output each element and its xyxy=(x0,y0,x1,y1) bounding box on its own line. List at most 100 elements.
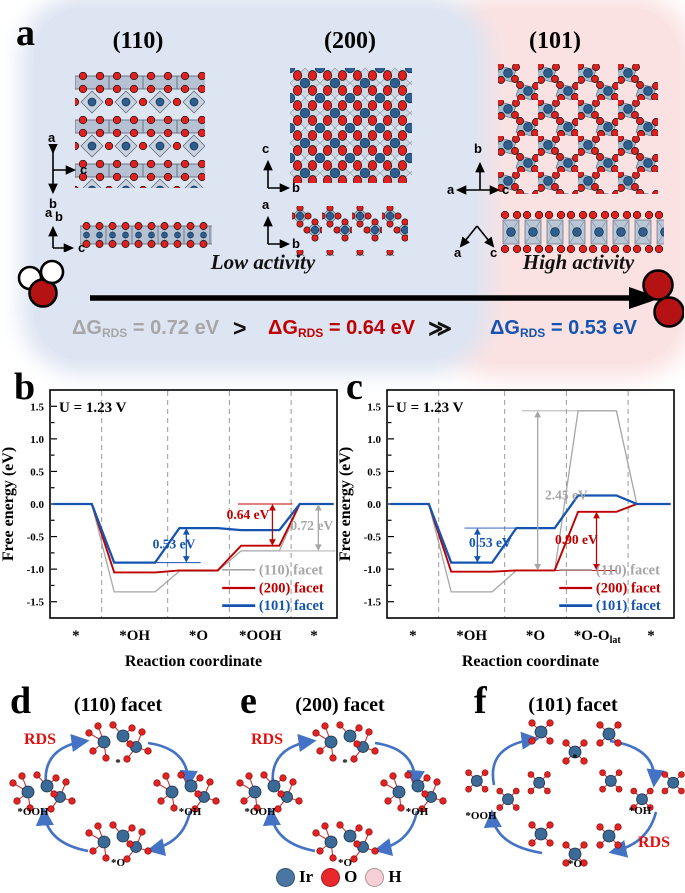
svg-text:*OH: *OH xyxy=(119,628,150,644)
svg-text:1.5: 1.5 xyxy=(367,401,381,413)
dg-rds-200-value: ΔGRDS = 0.64 eV xyxy=(268,317,416,340)
oxygen-molecule xyxy=(642,269,684,328)
ir-atom-label: Ir xyxy=(299,867,314,886)
facet-title-101: (101) xyxy=(529,28,581,54)
svg-text:U = 1.23 V: U = 1.23 V xyxy=(59,400,127,416)
axis-letter-a: a xyxy=(45,205,53,220)
svg-text:0.90 eV: 0.90 eV xyxy=(555,532,598,547)
rds-label-110: RDS xyxy=(23,731,56,748)
cycle-title-200: (200) facet xyxy=(295,694,385,716)
free-energy-diagram-lom: -1.5 -1.0 -0.5 0.0 0.5 1.0 1.5 0.53 eV 2.45 eV 0.… xyxy=(337,389,675,670)
axis-letter-b: b xyxy=(292,180,300,195)
species-label-oh: *OH xyxy=(178,806,202,818)
ir-atom-swatch xyxy=(276,867,295,887)
axis-letter-b: b xyxy=(55,209,63,224)
axis-letter-a: a xyxy=(262,197,270,212)
water-molecule xyxy=(17,259,65,308)
svg-text:Reaction coordinate: Reaction coordinate xyxy=(462,653,599,670)
svg-text:0.0: 0.0 xyxy=(30,499,44,511)
activity-trend-arrow xyxy=(90,287,661,309)
high-activity-label: High activity xyxy=(522,250,635,274)
svg-text:*: * xyxy=(409,628,417,644)
svg-text:1.0: 1.0 xyxy=(367,434,381,446)
svg-text:-1.5: -1.5 xyxy=(364,597,382,609)
cycle-diagram-200 xyxy=(236,721,447,863)
svg-text:0.53 eV: 0.53 eV xyxy=(469,535,512,550)
panel-label-a: a xyxy=(16,12,35,54)
species-label-o: *O xyxy=(110,857,126,869)
svg-text:Reaction coordinate: Reaction coordinate xyxy=(125,653,262,670)
svg-text:*: * xyxy=(647,628,655,644)
svg-text:(200) facet: (200) facet xyxy=(259,581,324,597)
rds-label-200: RDS xyxy=(250,731,283,748)
crystal-101-side-view xyxy=(500,208,664,254)
axes-110-top-arrows xyxy=(48,144,77,195)
axes-101-top-arrows xyxy=(455,161,501,195)
panel-label-c: c xyxy=(346,366,363,408)
svg-text:U = 1.23 V: U = 1.23 V xyxy=(396,400,464,416)
low-activity-label: Low activity xyxy=(210,250,316,274)
svg-text:2.45 eV: 2.45 eV xyxy=(545,488,588,503)
cycle-diagram-110 xyxy=(9,721,220,863)
panel-label-f: f xyxy=(474,680,487,722)
svg-text:*OOH: *OOH xyxy=(239,628,282,644)
cycle-title-110: (110) facet xyxy=(73,694,163,716)
rds-label-101: RDS xyxy=(637,834,670,851)
axis-letter-a: a xyxy=(447,182,455,197)
axis-letter-c: c xyxy=(80,162,88,177)
svg-text:*O-Olat: *O-Olat xyxy=(574,628,622,646)
svg-text:Free energy (eV): Free energy (eV) xyxy=(337,447,354,561)
h-atom-label: H xyxy=(388,867,402,886)
species-label-oh: *OH xyxy=(405,806,429,818)
svg-text:0.5: 0.5 xyxy=(30,466,44,478)
axis-letter-c: c xyxy=(502,182,510,197)
svg-text:*: * xyxy=(72,628,80,644)
svg-text:(101) facet: (101) facet xyxy=(596,598,661,614)
cycle-diagram-101 xyxy=(465,719,685,867)
crystal-110-side-view xyxy=(80,218,212,252)
svg-text:-1.0: -1.0 xyxy=(364,564,382,576)
svg-text:-1.5: -1.5 xyxy=(27,597,45,609)
o-atom-label: O xyxy=(344,867,358,886)
species-label-clean: * xyxy=(342,757,348,769)
facet-title-110: (110) xyxy=(112,28,164,54)
axis-letter-c: c xyxy=(490,245,498,260)
svg-text:(200) facet: (200) facet xyxy=(596,581,661,597)
axis-letter-b: b xyxy=(474,141,482,156)
svg-text:1.5: 1.5 xyxy=(30,401,44,413)
axes-200-side-arrows xyxy=(263,215,291,248)
cycle-title-101: (101) facet xyxy=(528,694,618,716)
svg-text:0.53 eV: 0.53 eV xyxy=(153,536,196,551)
dg-rds-101-value: ΔGRDS = 0.53 eV xyxy=(490,317,638,340)
svg-text:-0.5: -0.5 xyxy=(364,532,382,544)
axes-200-top-arrows xyxy=(263,159,291,192)
crystal-110-top-view xyxy=(75,72,205,188)
svg-text:*O: *O xyxy=(526,628,545,644)
svg-text:(110) facet: (110) facet xyxy=(259,562,323,578)
much-greater-than-sign: ≫ xyxy=(428,315,453,341)
axis-letter-b: b xyxy=(292,236,300,251)
h-atom-swatch xyxy=(365,867,385,887)
species-label-ooh: *OOH xyxy=(244,806,276,818)
panel-label-e: e xyxy=(240,680,257,722)
species-label-clean: * xyxy=(115,757,121,769)
species-label-clean: * xyxy=(572,752,578,764)
axis-letter-c: c xyxy=(262,141,270,156)
svg-text:-0.5: -0.5 xyxy=(27,532,45,544)
species-label-ooh: *OOH xyxy=(465,810,497,822)
free-energy-diagram-oer: -1.5 -1.0 -0.5 0.0 0.5 1.0 1.5 0.53 eV 0.64 eV 0.… xyxy=(0,389,338,670)
crystal-200-top-view xyxy=(290,68,412,183)
panel-label-b: b xyxy=(14,366,36,408)
axis-letter-a: a xyxy=(48,130,56,145)
svg-text:(101) facet: (101) facet xyxy=(259,598,324,614)
o-atom-swatch xyxy=(321,867,341,887)
dg-rds-110-value: ΔGRDS = 0.72 eV xyxy=(72,317,220,340)
axis-letter-b: b xyxy=(49,196,57,211)
svg-text:0.72 eV: 0.72 eV xyxy=(290,518,333,533)
svg-text:*O: *O xyxy=(189,628,208,644)
species-label-o: *O xyxy=(567,858,583,870)
svg-text:0.5: 0.5 xyxy=(367,466,381,478)
svg-text:*OH: *OH xyxy=(456,628,487,644)
atom-legend: Ir O H xyxy=(276,867,410,887)
svg-text:1.0: 1.0 xyxy=(30,434,44,446)
